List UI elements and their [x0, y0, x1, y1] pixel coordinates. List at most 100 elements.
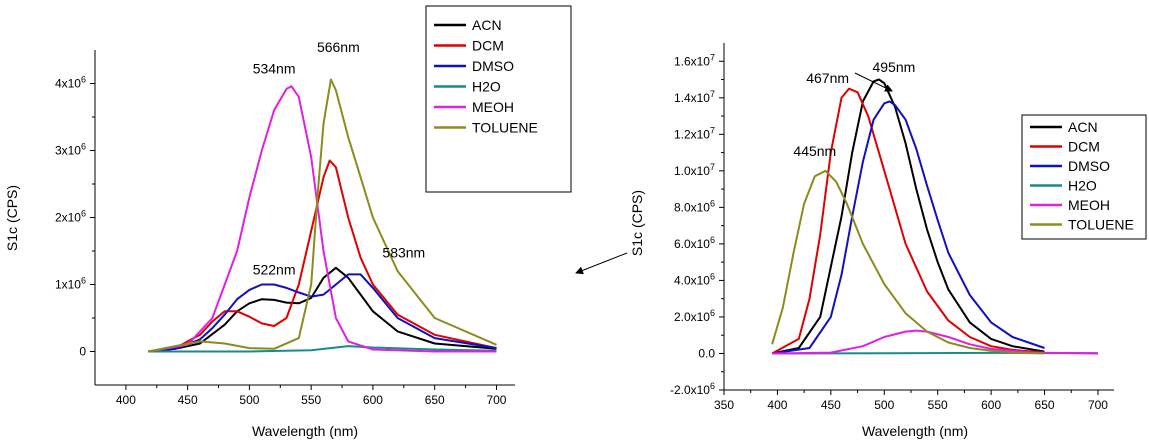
y-tick-label: 4x106 — [55, 75, 86, 91]
y-tick-label: 2x106 — [55, 209, 86, 225]
series-line-acn — [771, 78, 1045, 355]
y-tick-base: -2.0x10 — [670, 383, 710, 397]
peak-annotation: 522nm — [253, 261, 296, 277]
y-tick-base: 2x10 — [55, 211, 81, 225]
y-tick-base: 1.0x10 — [674, 164, 710, 178]
legend-label: DMSO — [472, 58, 514, 74]
y-tick-label: 1.4x107 — [674, 89, 715, 105]
y-tick-label: 1.0x107 — [674, 162, 715, 178]
peak-annotation: 534nm — [253, 60, 296, 76]
legend-label: H2O — [1068, 178, 1097, 194]
chart-1: 400 450 500 550 600 650 70001x1062x1063x1064x1… — [4, 5, 628, 439]
x-tick-label: 500 — [874, 398, 894, 412]
x-tick-label: 550 — [301, 393, 321, 407]
series-line-meoh — [772, 329, 1099, 355]
y-tick-exponent: 7 — [710, 125, 715, 135]
series-group — [771, 78, 1099, 355]
series-group — [147, 78, 497, 353]
legend-label: DMSO — [1068, 158, 1110, 174]
y-tick-exponent: 6 — [710, 308, 715, 318]
legend-label: ACN — [1068, 119, 1098, 135]
y-tick-label: 1.2x107 — [674, 125, 715, 141]
legend-label: H2O — [472, 79, 501, 95]
x-tick-label: 400 — [116, 393, 136, 407]
peak-annotation: 467nm — [806, 70, 849, 86]
y-tick-exponent: 7 — [710, 89, 715, 99]
y-tick-exponent: 6 — [81, 276, 86, 286]
y-tick-label: 1.6x107 — [674, 52, 715, 68]
y-tick-exponent: 6 — [81, 75, 86, 85]
annotation-arrow — [854, 72, 893, 92]
y-tick-base: 6.0x10 — [674, 237, 710, 251]
y-tick-exponent: 6 — [710, 381, 715, 391]
y-tick-base: 8.0x10 — [674, 200, 710, 214]
y-tick-exponent: 6 — [81, 209, 86, 219]
y-tick-base: 4.0x10 — [674, 273, 710, 287]
peak-annotation: 445nm — [793, 143, 836, 159]
peak-annotation: 495nm — [872, 59, 915, 75]
y-tick-label: 2.0x106 — [674, 308, 715, 324]
y-tick-label: 0.0 — [698, 346, 715, 360]
legend-label: DCM — [1068, 139, 1100, 155]
legend-label: DCM — [472, 38, 504, 54]
x-axis-title: Wavelength (nm) — [862, 423, 968, 439]
y-tick-label: 0 — [79, 345, 86, 359]
legend-label: TOLUENE — [472, 120, 538, 136]
legend-label: TOLUENE — [1068, 217, 1134, 233]
x-tick-label: 700 — [486, 393, 506, 407]
series-line-toluene — [147, 78, 497, 353]
series-line-acn — [148, 266, 497, 353]
y-tick-label: -2.0x106 — [670, 381, 715, 397]
y-tick-label: 4.0x106 — [674, 271, 715, 287]
y-tick-exponent: 6 — [710, 271, 715, 281]
x-tick-label: 550 — [928, 398, 948, 412]
series-line-h2o — [148, 345, 497, 353]
y-axis-title: S1c (CPS) — [4, 185, 20, 251]
legend-label: MEOH — [472, 99, 514, 115]
peak-annotation: 583nm — [382, 245, 425, 261]
series-line-dmso — [771, 100, 1045, 355]
y-tick-label: 8.0x106 — [674, 198, 715, 214]
peak-annotation: 566nm — [317, 39, 360, 55]
y-tick-exponent: 6 — [710, 235, 715, 245]
legend-box — [425, 5, 572, 193]
x-tick-label: 650 — [1035, 398, 1055, 412]
y-tick-exponent: 6 — [710, 198, 715, 208]
y-tick-base: 0.0 — [698, 346, 715, 360]
annotation-arrow — [575, 252, 628, 275]
chart-2: 350 400 450 500 550 600 650 700-2.0x1060.02.0x1… — [629, 43, 1147, 439]
x-tick-label: 600 — [981, 398, 1001, 412]
x-tick-label: 400 — [767, 398, 787, 412]
legend-label: MEOH — [1068, 197, 1110, 213]
x-tick-label: 650 — [425, 393, 445, 407]
y-tick-base: 1x10 — [55, 278, 81, 292]
y-tick-base: 2.0x10 — [674, 310, 710, 324]
legend-box — [1021, 114, 1147, 240]
y-tick-base: 1.4x10 — [674, 91, 710, 105]
y-tick-label: 3x106 — [55, 142, 86, 158]
y-axis-title: S1c (CPS) — [629, 190, 645, 256]
y-tick-base: 3x10 — [55, 144, 81, 158]
y-tick-base: 1.2x10 — [674, 127, 710, 141]
legend: ACN DCM DMSO H2O MEOH TOLUENE — [425, 5, 572, 193]
x-tick-label: 500 — [239, 393, 259, 407]
series-line-toluene — [771, 169, 1045, 355]
y-tick-base: 1.6x10 — [674, 54, 710, 68]
x-tick-label: 350 — [714, 398, 734, 412]
x-axis-title: Wavelength (nm) — [252, 423, 358, 439]
y-tick-base: 4x10 — [55, 77, 81, 91]
x-tick-label: 450 — [178, 393, 198, 407]
y-tick-label: 6.0x106 — [674, 235, 715, 251]
series-line-dmso — [148, 273, 497, 353]
y-tick-exponent: 7 — [710, 162, 715, 172]
series-line-dcm — [771, 87, 1045, 355]
y-tick-exponent: 7 — [710, 52, 715, 62]
series-line-dcm — [147, 159, 497, 353]
x-tick-label: 700 — [1088, 398, 1108, 412]
legend: ACN DCM DMSO H2O MEOH TOLUENE — [1021, 114, 1147, 240]
legend-label: ACN — [472, 17, 502, 33]
y-tick-exponent: 6 — [81, 142, 86, 152]
x-tick-label: 600 — [363, 393, 383, 407]
